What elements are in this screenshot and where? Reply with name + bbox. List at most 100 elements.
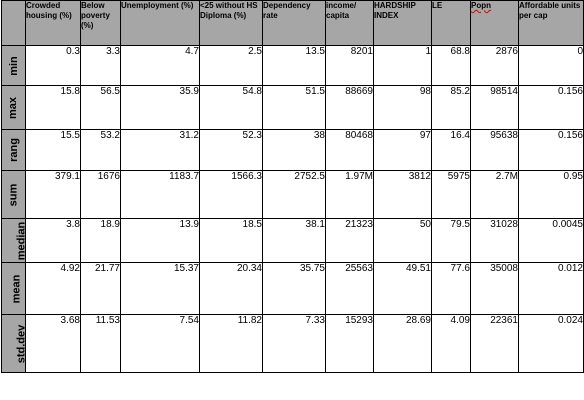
table-cell: 22361 xyxy=(470,314,519,373)
table-cell: 13.9 xyxy=(120,218,200,263)
table-cell: 79.5 xyxy=(431,218,471,263)
table-cell: 379.1 xyxy=(25,170,81,219)
table-cell: 51.5 xyxy=(262,85,326,130)
table-cell: 50 xyxy=(373,218,432,263)
table-cell: 15.37 xyxy=(120,262,200,315)
table-cell: 1.97M xyxy=(325,170,374,219)
table-cell: 5975 xyxy=(431,170,471,219)
table-cell: 98 xyxy=(373,85,432,130)
table-cell: 4.7 xyxy=(120,45,200,86)
row-label: min xyxy=(7,55,20,76)
row-label-cell: mean xyxy=(1,262,26,315)
table-cell: 3.8 xyxy=(25,218,81,263)
column-header-le: LE xyxy=(431,0,471,46)
column-header-income-per-capita: income/ capita xyxy=(325,0,374,46)
table-cell: 53.2 xyxy=(80,129,121,171)
table-cell: 25563 xyxy=(325,262,374,315)
table-cell: 0.156 xyxy=(518,85,584,130)
column-header-dependency-rate: Dependency rate xyxy=(262,0,326,46)
table-cell: 16.4 xyxy=(431,129,471,171)
table-cell: 97 xyxy=(373,129,432,171)
table-cell: 88669 xyxy=(325,85,374,130)
table-cell: 21323 xyxy=(325,218,374,263)
table-cell: 0 xyxy=(518,45,584,86)
table-cell: 18.9 xyxy=(80,218,121,263)
table-cell: 8201 xyxy=(325,45,374,86)
table-cell: 7.54 xyxy=(120,314,200,373)
table-cell: 21.77 xyxy=(80,262,121,315)
table-cell: 68.8 xyxy=(431,45,471,86)
table-cell: 49.51 xyxy=(373,262,432,315)
table-cell: 3.68 xyxy=(25,314,81,373)
table-cell: 35.75 xyxy=(262,262,326,315)
table-row: min 0.3 3.3 4.7 2.5 13.5 8201 1 68.8 2876 0 xyxy=(1,45,584,86)
table-cell: 20.34 xyxy=(199,262,263,315)
table-cell: 11.82 xyxy=(199,314,263,373)
column-header-hardship-index: HARDSHIP INDEX xyxy=(373,0,432,46)
row-label: sum xyxy=(7,183,20,206)
table-cell: 95638 xyxy=(470,129,519,171)
table-cell: 2752.5 xyxy=(262,170,326,219)
table-cell: 0.3 xyxy=(25,45,81,86)
table-cell: 0.0045 xyxy=(518,218,584,263)
row-label: std.dev xyxy=(15,324,26,363)
table-cell: 1 xyxy=(373,45,432,86)
column-header-unemployment: Unemployment (%) xyxy=(120,0,200,46)
table-cell: 54.8 xyxy=(199,85,263,130)
row-label: max xyxy=(7,96,20,119)
table-cell: 77.6 xyxy=(431,262,471,315)
table-cell: 38 xyxy=(262,129,326,171)
table-row: sum 379.1 1676 1183.7 1566.3 2752.5 1.97M 3812 5… xyxy=(1,170,584,219)
table-cell: 3812 xyxy=(373,170,432,219)
column-header-affordable-units: Affordable units per cap xyxy=(518,0,584,46)
table-cell: 56.5 xyxy=(80,85,121,130)
row-label: median xyxy=(15,221,26,260)
row-label: rang xyxy=(7,138,20,162)
table-row: mean 4.92 21.77 15.37 20.34 35.75 25563 49.51 77… xyxy=(1,262,584,315)
table-cell: 13.5 xyxy=(262,45,326,86)
table-cell: 31.2 xyxy=(120,129,200,171)
table-cell: 1566.3 xyxy=(199,170,263,219)
table-row: median 3.8 18.9 13.9 18.5 38.1 21323 50 79.5 3102… xyxy=(1,218,584,263)
table-cell: 80468 xyxy=(325,129,374,171)
row-label-cell: min xyxy=(1,45,26,86)
table-row: max 15.8 56.5 35.9 54.8 51.5 88669 98 85.2 98514 0… xyxy=(1,85,584,130)
row-label-cell: rang xyxy=(1,129,26,171)
row-label-cell: max xyxy=(1,85,26,130)
column-header-crowded-housing: Crowded housing (%) xyxy=(25,0,81,46)
table-cell: 2.5 xyxy=(199,45,263,86)
table-cell: 52.3 xyxy=(199,129,263,171)
table-cell: 4.09 xyxy=(431,314,471,373)
table-cell: 98514 xyxy=(470,85,519,130)
table-cell: 11.53 xyxy=(80,314,121,373)
table-cell: 31028 xyxy=(470,218,519,263)
table-row: rang 15.5 53.2 31.2 52.3 38 80468 97 16.4 95638 0.… xyxy=(1,129,584,171)
table-cell: 15293 xyxy=(325,314,374,373)
table-cell: 38.1 xyxy=(262,218,326,263)
table-cell: 15.8 xyxy=(25,85,81,130)
table-cell: 0.024 xyxy=(518,314,584,373)
table-cell: 1676 xyxy=(80,170,121,219)
table-cell: 3.3 xyxy=(80,45,121,86)
header-row: Crowded housing (%) Below poverty (%) Un… xyxy=(1,0,584,46)
table-cell: 28.69 xyxy=(373,314,432,373)
table-cell: 7.33 xyxy=(262,314,326,373)
table-cell: 4.92 xyxy=(25,262,81,315)
row-label: mean xyxy=(10,274,23,303)
table-cell: 15.5 xyxy=(25,129,81,171)
column-header-popn: Popn xyxy=(470,0,519,46)
row-label-cell: sum xyxy=(1,170,26,219)
table-cell: 2.7M xyxy=(470,170,519,219)
column-header-without-hs-diploma: <25 without HS Diploma (%) xyxy=(199,0,263,46)
table-cell: 18.5 xyxy=(199,218,263,263)
table-cell: 35.9 xyxy=(120,85,200,130)
table-cell: 1183.7 xyxy=(120,170,200,219)
table-cell: 2876 xyxy=(470,45,519,86)
table-cell: 0.012 xyxy=(518,262,584,315)
table-cell: 0.156 xyxy=(518,129,584,171)
column-header-below-poverty: Below poverty (%) xyxy=(80,0,121,46)
table-cell: 35008 xyxy=(470,262,519,315)
table-cell: 0.95 xyxy=(518,170,584,219)
table-cell: 85.2 xyxy=(431,85,471,130)
table-row: std.dev 3.68 11.53 7.54 11.82 7.33 15293 28.69 4… xyxy=(1,314,584,373)
